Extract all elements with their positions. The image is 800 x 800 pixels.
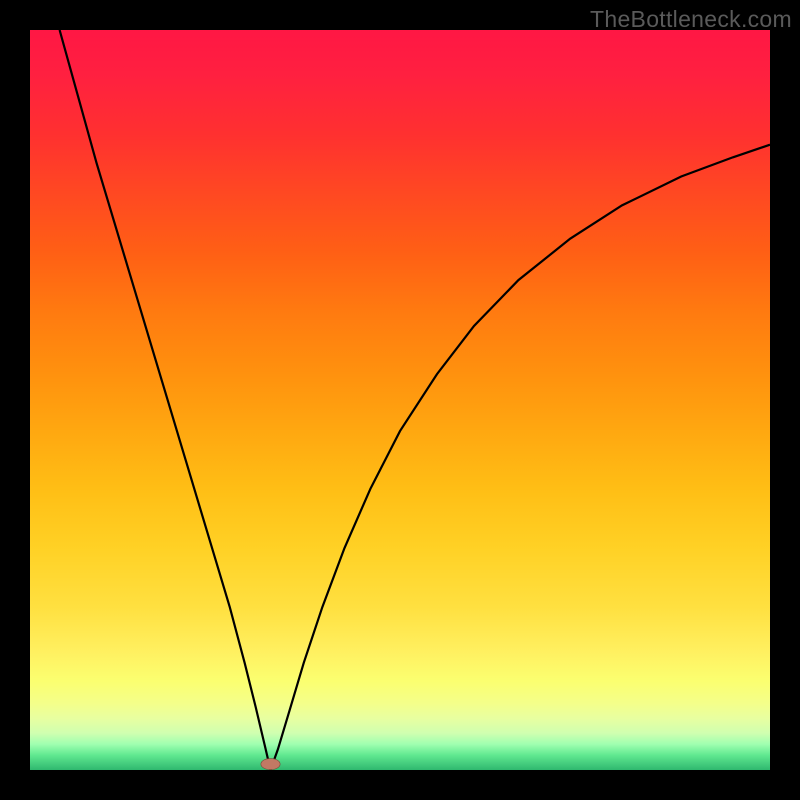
gradient-background	[30, 30, 770, 770]
optimal-marker	[261, 759, 280, 770]
watermark-text: TheBottleneck.com	[590, 6, 792, 33]
chart-container: TheBottleneck.com	[0, 0, 800, 800]
chart-svg	[30, 30, 770, 770]
plot-area	[30, 30, 770, 770]
